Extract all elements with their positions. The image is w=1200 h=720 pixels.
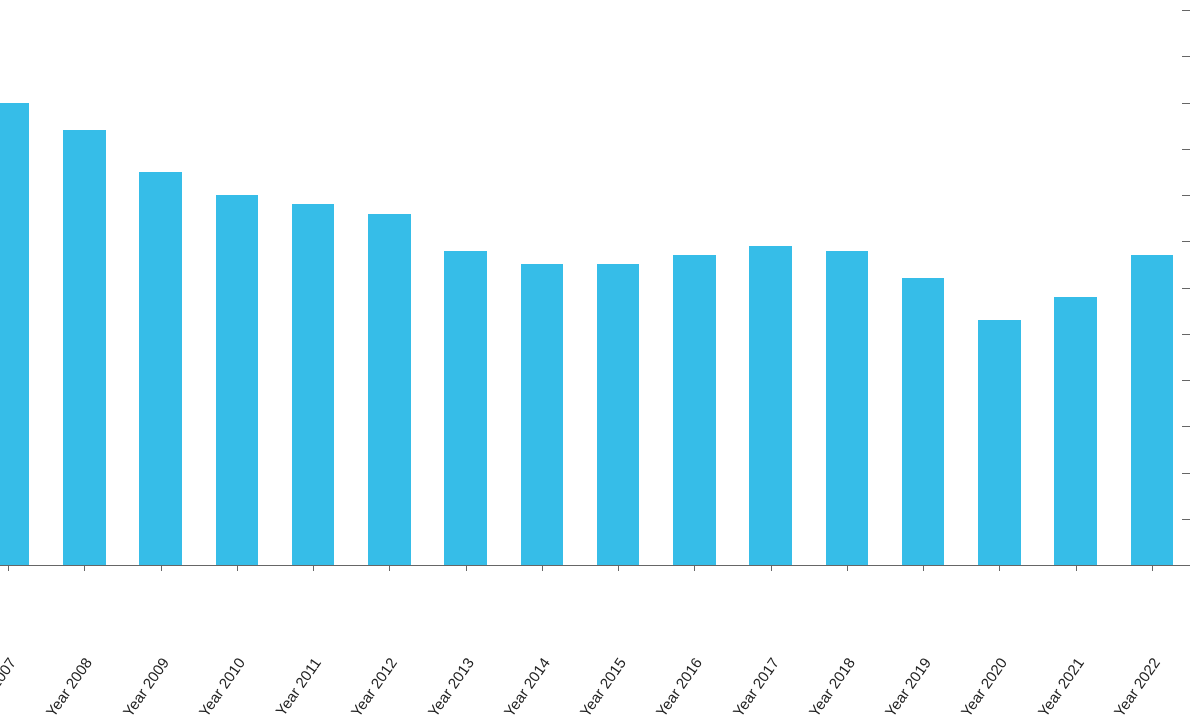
x-axis-label: Year 2017 — [730, 655, 783, 720]
x-axis — [0, 565, 1190, 566]
y-tick — [1182, 56, 1190, 57]
y-tick — [1182, 149, 1190, 150]
x-axis-label: Year 2007 — [0, 655, 20, 720]
x-tick — [694, 565, 695, 571]
bar — [1054, 297, 1097, 565]
bar — [826, 251, 869, 566]
bar-chart: Year 2007Year 2008Year 2009Year 2010Year… — [0, 0, 1200, 675]
bar — [749, 246, 792, 565]
y-tick — [1182, 334, 1190, 335]
x-tick — [237, 565, 238, 571]
bar — [292, 204, 335, 565]
x-axis-label: Year 2015 — [577, 655, 630, 720]
x-tick — [389, 565, 390, 571]
x-axis-label: Year 2020 — [958, 655, 1011, 720]
x-axis-label: Year 2010 — [196, 655, 249, 720]
bar — [0, 103, 29, 566]
bar — [139, 172, 182, 565]
x-tick — [161, 565, 162, 571]
y-tick — [1182, 195, 1190, 196]
x-axis-label: Year 2018 — [806, 655, 859, 720]
x-tick — [1152, 565, 1153, 571]
x-tick — [771, 565, 772, 571]
x-axis-label: Year 2022 — [1111, 655, 1164, 720]
y-tick — [1182, 426, 1190, 427]
bar — [216, 195, 259, 565]
x-tick — [84, 565, 85, 571]
bar — [673, 255, 716, 565]
y-tick — [1182, 519, 1190, 520]
y-tick — [1182, 380, 1190, 381]
x-axis-label: Year 2008 — [43, 655, 96, 720]
x-axis-label: Year 2012 — [348, 655, 401, 720]
bar — [63, 130, 106, 565]
x-tick — [8, 565, 9, 571]
bar — [902, 278, 945, 565]
x-tick — [847, 565, 848, 571]
bar — [368, 214, 411, 566]
y-tick — [1182, 10, 1190, 11]
x-tick — [618, 565, 619, 571]
y-tick — [1182, 473, 1190, 474]
x-tick — [1076, 565, 1077, 571]
y-tick — [1182, 103, 1190, 104]
x-tick — [999, 565, 1000, 571]
x-axis-label: Year 2011 — [273, 655, 325, 719]
x-axis-label: Year 2014 — [501, 655, 554, 720]
plot-area — [0, 10, 1190, 565]
bar — [597, 264, 640, 565]
x-axis-label: Year 2013 — [425, 655, 478, 720]
y-tick — [1182, 288, 1190, 289]
y-tick — [1182, 565, 1190, 566]
x-axis-label: Year 2019 — [882, 655, 935, 720]
bar — [521, 264, 564, 565]
x-tick — [542, 565, 543, 571]
y-tick — [1182, 241, 1190, 242]
bar — [444, 251, 487, 566]
x-axis-label: Year 2016 — [653, 655, 706, 720]
x-tick — [923, 565, 924, 571]
x-tick — [313, 565, 314, 571]
bar — [978, 320, 1021, 565]
x-tick — [466, 565, 467, 571]
bar — [1131, 255, 1174, 565]
x-axis-label: Year 2009 — [120, 655, 173, 720]
x-axis-label: Year 2021 — [1035, 655, 1088, 720]
